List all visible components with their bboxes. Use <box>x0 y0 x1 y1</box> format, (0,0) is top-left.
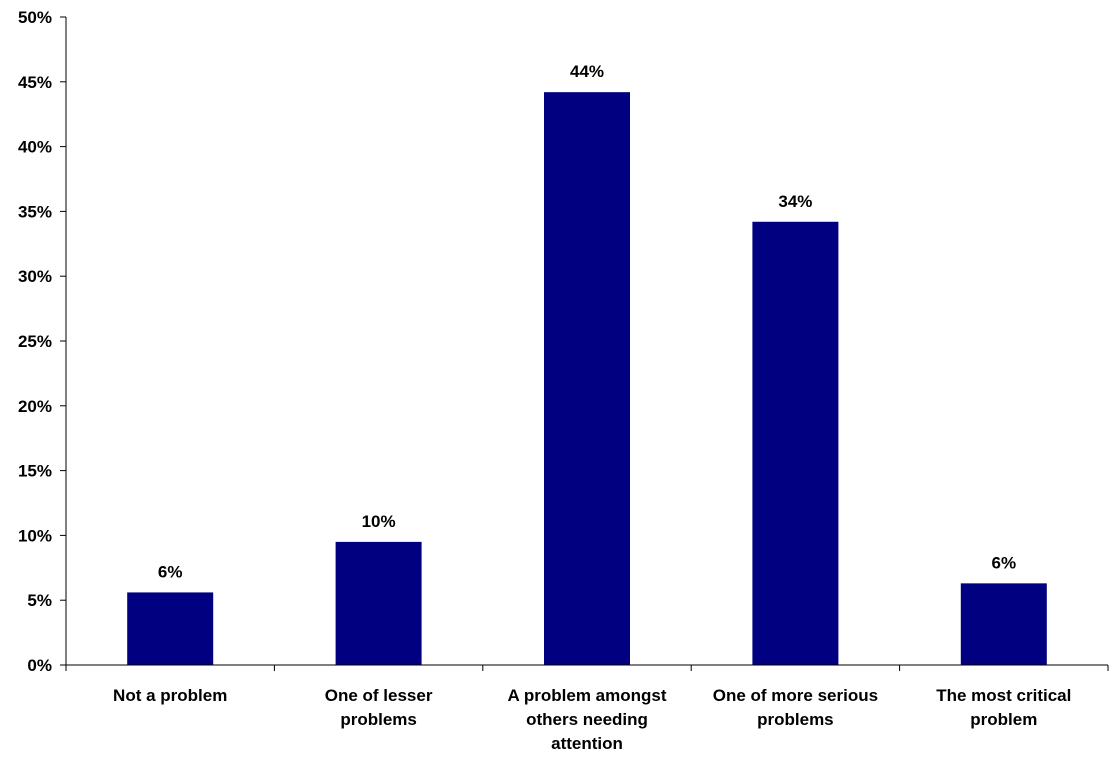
data-label: 44% <box>570 62 604 81</box>
data-label: 10% <box>362 512 396 531</box>
bar <box>960 583 1047 665</box>
category-label: Not a problem <box>113 686 227 705</box>
y-tick-label: 30% <box>18 267 52 286</box>
bar <box>752 221 839 665</box>
category-label: One of more serious problems <box>713 686 878 729</box>
y-tick-label: 15% <box>18 462 52 481</box>
data-label: 6% <box>992 553 1017 572</box>
y-tick-label: 5% <box>27 591 52 610</box>
y-tick-label: 10% <box>18 526 52 545</box>
bar <box>544 92 630 666</box>
data-label: 6% <box>158 562 183 581</box>
x-axis <box>65 665 1109 671</box>
category-labels: Not a problem One of lesser problems A prob… <box>113 686 1071 753</box>
bar <box>335 541 422 665</box>
y-tick-label: 25% <box>18 332 52 351</box>
category-label: A problem amongst others needing attention <box>508 686 667 753</box>
y-tick-label: 0% <box>27 656 52 675</box>
y-tick-label: 40% <box>18 138 52 157</box>
bars <box>127 92 1047 666</box>
y-tick-label: 45% <box>18 73 52 92</box>
y-axis: 0% 5% 10% 15% 20% 25% 30% 35% 40% 45% 50% <box>18 8 66 675</box>
y-tick-label: 20% <box>18 397 52 416</box>
bar <box>127 592 214 665</box>
data-label: 34% <box>778 192 812 211</box>
category-label: The most critical problem <box>936 686 1071 729</box>
y-tick-label: 50% <box>18 8 52 27</box>
data-labels: 6% 10% 44% 34% 6% <box>158 62 1016 581</box>
y-tick-label: 35% <box>18 202 52 221</box>
category-label: One of lesser problems <box>325 686 433 729</box>
